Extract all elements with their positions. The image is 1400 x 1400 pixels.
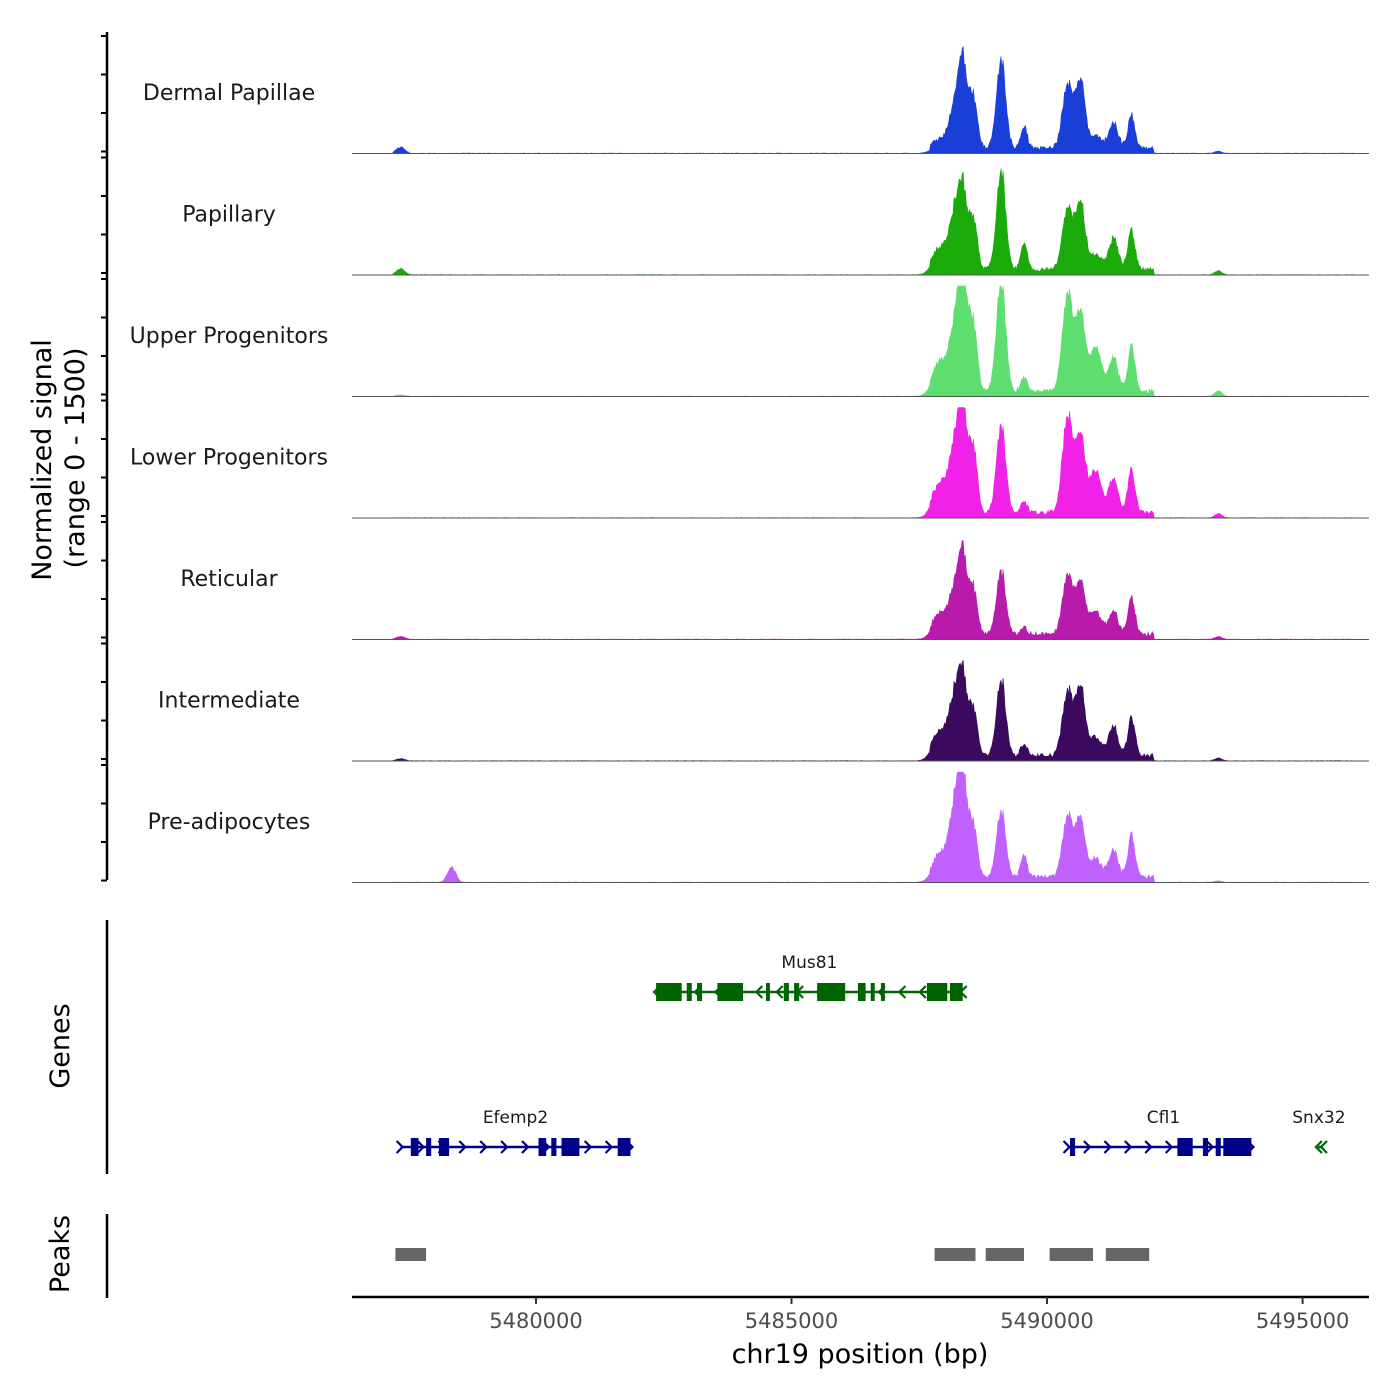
gene-label: Efemp2 [483, 1108, 548, 1128]
signal-track: Pre-adipocytes [148, 771, 1369, 883]
signal-track: Upper Progenitors [130, 285, 1369, 397]
gene: Snx32 [1292, 1108, 1346, 1154]
exon [880, 983, 885, 1001]
gene-label: Snx32 [1292, 1108, 1345, 1128]
signal-track: Intermediate [158, 660, 1369, 762]
x-tick-label: 5485000 [745, 1309, 839, 1333]
strand-chevron [1062, 1140, 1072, 1154]
strand-chevron [1103, 1140, 1112, 1154]
x-axis-title: chr19 position (bp) [732, 1339, 989, 1370]
strand-chevron [458, 1140, 467, 1154]
strand-chevron [1144, 1140, 1153, 1154]
signal-area [392, 660, 1354, 762]
exon [857, 983, 866, 1001]
peak-region [1049, 1248, 1093, 1261]
strand-chevron [1124, 1140, 1133, 1154]
exon [617, 1138, 631, 1156]
exon [817, 983, 846, 1001]
track-label: Pre-adipocytes [148, 810, 311, 835]
signal-area [392, 168, 1354, 276]
genes-axis-title: Genes [45, 1003, 76, 1088]
strand-chevron [754, 985, 764, 999]
exon [766, 983, 770, 1001]
signal-area [392, 771, 1354, 883]
signal-tracks: Dermal Papillae Papillary Upper Progenitor… [130, 46, 1369, 883]
strand-chevron [395, 1140, 405, 1154]
exon [783, 983, 789, 1001]
strand-chevron [775, 985, 784, 999]
strand-chevron [1319, 1140, 1328, 1154]
track-label: Dermal Papillae [143, 81, 315, 106]
signal-track: Lower Progenitors [130, 407, 1369, 519]
exon [1223, 1138, 1252, 1156]
signal-area [392, 539, 1354, 640]
strand-chevron [897, 985, 907, 999]
exon [538, 1138, 547, 1156]
x-tick-label: 5480000 [489, 1309, 583, 1333]
exon [949, 983, 963, 1001]
exon [410, 1138, 419, 1156]
exon [870, 983, 875, 1001]
exon [686, 983, 692, 1001]
signal-area [392, 407, 1354, 519]
exon [1202, 1138, 1208, 1156]
signal-track: Papillary [182, 168, 1369, 276]
peak-region [395, 1248, 427, 1261]
track-label: Lower Progenitors [130, 446, 328, 471]
gene-label: Mus81 [781, 953, 837, 973]
track-label: Intermediate [158, 689, 300, 714]
exon [1177, 1138, 1193, 1156]
signal-area [392, 285, 1354, 397]
exon [1215, 1138, 1221, 1156]
gene-label: Cfl1 [1147, 1108, 1180, 1128]
track-label: Upper Progenitors [130, 324, 329, 349]
track-label: Reticular [180, 567, 278, 592]
exon [656, 983, 682, 1001]
gene: Efemp2 [395, 1108, 635, 1156]
peak-region [985, 1248, 1024, 1261]
x-tick-label: 5495000 [1256, 1309, 1350, 1333]
exon [926, 983, 948, 1001]
signal-track: Reticular [180, 539, 1369, 640]
strand-chevron [918, 985, 927, 999]
exon [438, 1138, 450, 1156]
exon [697, 983, 703, 1001]
strand-chevron [1205, 1140, 1215, 1154]
strand-chevron [500, 1140, 509, 1154]
x-tick-label: 5490000 [1000, 1309, 1094, 1333]
strand-chevron [1164, 1140, 1174, 1154]
exon [794, 983, 800, 1001]
genes-track: Mus81 Efemp2 Cfl1 Snx32 [395, 953, 1346, 1156]
strand-chevron [1083, 1140, 1092, 1154]
strand-chevron [521, 1140, 530, 1154]
strand-chevron [1314, 1140, 1323, 1154]
x-axis: 5480000 5485000 5490000 5495000 [489, 1297, 1349, 1333]
exon [426, 1138, 432, 1156]
peak-region [1105, 1248, 1150, 1261]
signal-track: Dermal Papillae [143, 46, 1369, 154]
exon [717, 983, 743, 1001]
strand-chevron [583, 1140, 593, 1154]
exon [561, 1138, 580, 1156]
signal-axis-title: Normalized signal [27, 339, 58, 581]
signal-axis-ticks [101, 35, 107, 882]
strand-chevron [604, 1140, 614, 1154]
signal-axis-range: (range 0 - 1500) [60, 348, 91, 569]
gene: Cfl1 [1062, 1108, 1256, 1156]
exon [551, 1138, 557, 1156]
signal-area [392, 46, 1354, 154]
strand-chevron [479, 1140, 488, 1154]
peaks-axis-title: Peaks [45, 1215, 76, 1293]
peaks-track [395, 1248, 1150, 1261]
strand-chevron [416, 1140, 426, 1154]
gene: Mus81 [652, 953, 968, 1001]
track-label: Papillary [182, 203, 276, 228]
exon [1070, 1138, 1076, 1156]
peak-region [934, 1248, 976, 1261]
